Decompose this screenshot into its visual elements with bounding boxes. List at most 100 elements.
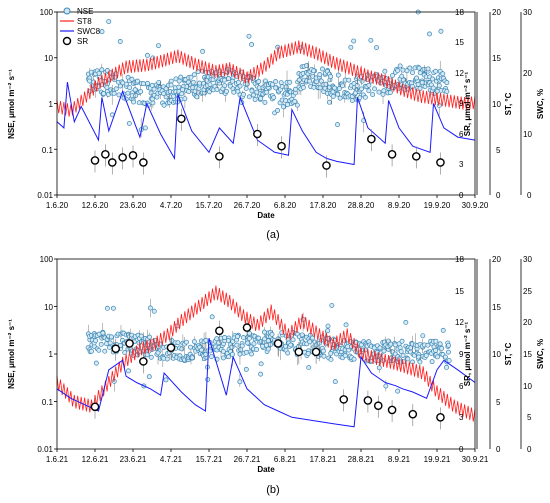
sr-point [311,347,321,357]
nse-point [359,78,365,84]
x-tick-label: 6.8.20 [274,201,297,210]
nse-point [99,29,105,35]
nse-point [362,94,368,100]
nse-point [258,361,264,367]
nse-point [340,83,346,89]
nse-point [293,86,298,92]
nse-point [370,92,376,97]
st-tick-label: 0 [496,191,501,200]
panel-b-ytick-left-labels: 100 10 1 0.1 0.01 [37,255,53,454]
nse-point [262,99,268,105]
sr-point [111,344,121,354]
sr-point [387,405,397,415]
panel-b-caption: (b) [266,484,279,496]
nse-point [113,86,119,92]
nse-point [435,354,440,360]
nse-point [149,96,155,102]
legend-sr-marker [62,36,72,46]
x-tick-label: 23.6.20 [120,201,147,210]
nse-point [98,341,104,347]
x-tick-label: 4.7.21 [160,455,183,464]
nse-point [123,81,129,87]
nse-point [258,371,264,377]
nse-point [279,83,285,89]
nse-point [288,342,294,348]
sr-point [436,158,445,167]
nse-point [425,342,431,348]
nse-point [156,43,161,49]
nse-point [376,89,382,95]
nse-point [93,360,99,366]
nse-point [131,99,137,105]
nse-point [135,78,140,84]
ytick-left-label: 1 [49,350,54,359]
nse-point [299,332,305,338]
nse-point [416,354,422,360]
swc-tick-label: 30 [523,255,532,264]
nse-point [101,91,107,97]
nse-point [154,94,160,100]
nse-point [328,350,334,356]
swc-tick-label: 25 [523,287,532,296]
nse-point [258,96,264,101]
sr-point [90,156,100,165]
ytick-left-label: 100 [40,8,54,17]
nse-point [249,88,255,94]
nse-point [335,91,341,97]
sr-tick-label: 15 [455,287,464,296]
panel-a-legend: NSE ST8 SWC8 SR [60,7,101,46]
sr-tick-label: 18 [455,8,464,17]
nse-point [399,338,405,344]
x-tick-label: 30.9.21 [462,455,489,464]
nse-point [216,340,222,346]
nse-point [346,77,352,83]
nse-point [147,305,153,311]
nse-point [407,65,413,71]
nse-point [187,344,193,350]
x-tick-label: 17.8.20 [310,201,337,210]
nse-point [229,78,235,84]
x-tick-label: 12.6.21 [82,455,109,464]
st-tick-label: 15 [492,303,501,312]
nse-point [292,98,298,104]
swc-tick-label: 0 [527,191,532,200]
x-tick-label: 4.7.20 [160,201,183,210]
nse-point [138,333,144,339]
nse-point [222,83,228,89]
nse-point [191,72,197,78]
nse-point [214,86,220,92]
x-tick-label: 17.8.21 [310,455,337,464]
nse-point [366,82,372,88]
nse-point [343,322,349,328]
nse-point [250,92,256,98]
legend-nse-label: NSE [77,7,93,16]
nse-point [189,355,195,361]
nse-point [224,88,229,94]
swc-tick-label: 15 [523,350,532,359]
st8-line [56,285,476,422]
nse-point [148,354,154,360]
nse-point [400,67,406,73]
nse-point [229,351,235,357]
nse-point [200,48,206,54]
nse-point [142,125,148,131]
nse-point [351,356,357,362]
nse-point [222,335,228,340]
nse-point [423,353,429,358]
nse-point [290,337,296,343]
nse-point [226,76,231,82]
sr-point [166,343,176,352]
nse-point [179,346,185,352]
nse-point [419,79,425,85]
nse-point [186,89,192,94]
sr-tick-label: 9 [459,350,464,359]
nse-point [328,74,334,79]
nse-point [280,104,286,110]
nse-point [433,347,439,353]
sr-point [128,151,138,160]
nse-point [237,351,243,357]
nse-point [444,80,450,86]
nse-point [317,72,323,77]
nse-point [330,93,336,99]
nse-point [122,350,128,356]
